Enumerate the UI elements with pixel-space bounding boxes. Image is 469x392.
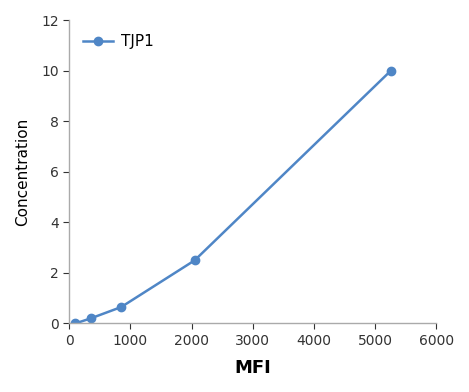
Line: TJP1: TJP1 bbox=[71, 67, 395, 328]
TJP1 bbox=[118, 305, 124, 309]
X-axis label: MFI: MFI bbox=[234, 359, 271, 377]
TJP1 bbox=[192, 258, 197, 263]
Legend: TJP1: TJP1 bbox=[77, 28, 160, 55]
TJP1 bbox=[72, 321, 78, 326]
Y-axis label: Concentration: Concentration bbox=[15, 118, 30, 226]
TJP1 bbox=[388, 69, 393, 73]
TJP1 bbox=[88, 316, 93, 321]
